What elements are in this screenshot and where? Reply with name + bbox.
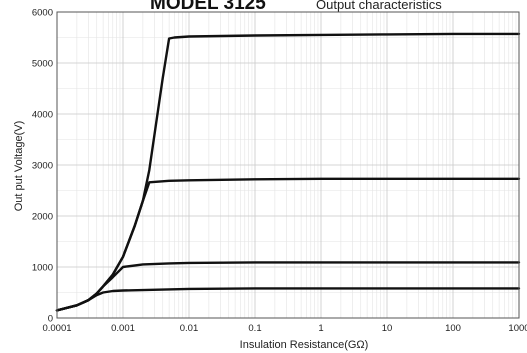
chart-subtitle: Output characteristics bbox=[316, 0, 442, 12]
y-tick-labels: 0 1000 2000 3000 4000 5000 6000 bbox=[32, 8, 53, 325]
x-tick-label: 100 bbox=[445, 323, 461, 334]
x-tick-label: 0.001 bbox=[111, 323, 135, 334]
y-tick-label: 0 bbox=[48, 314, 53, 325]
y-tick-label: 5000 bbox=[32, 59, 53, 70]
y-tick-label: 1000 bbox=[32, 263, 53, 274]
x-tick-label: 0.1 bbox=[248, 323, 261, 334]
y-axis-label: Out put Voltage(V) bbox=[13, 121, 25, 212]
x-axis-label: Insulation Resistance(GΩ) bbox=[240, 339, 369, 351]
x-tick-label: 0.01 bbox=[180, 323, 199, 334]
y-tick-label: 4000 bbox=[32, 110, 53, 121]
x-tick-label: 10 bbox=[382, 323, 393, 334]
series-line-4 bbox=[55, 32, 521, 312]
x-tick-label: 1 bbox=[318, 323, 323, 334]
plot-frame bbox=[56, 11, 520, 319]
title-group: MODEL 3125 Output characteristics bbox=[150, 0, 442, 14]
x-tick-label: 1000 bbox=[508, 323, 527, 334]
curves bbox=[55, 32, 521, 312]
x-tick-labels: 0.0001 0.001 0.01 0.1 1 10 100 1000 bbox=[42, 323, 527, 334]
y-tick-label: 2000 bbox=[32, 212, 53, 223]
chart-title: MODEL 3125 bbox=[150, 0, 266, 14]
y-tick-label: 3000 bbox=[32, 161, 53, 172]
x-tick-label: 0.0001 bbox=[42, 323, 71, 334]
y-tick-label: 6000 bbox=[32, 8, 53, 19]
